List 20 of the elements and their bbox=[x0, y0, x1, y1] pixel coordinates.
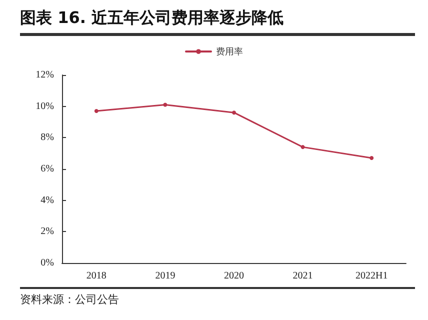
x-tick-label: 2020 bbox=[224, 270, 244, 282]
x-tick-label: 2018 bbox=[86, 270, 106, 282]
y-tick-label: 10% bbox=[36, 100, 54, 112]
point bbox=[370, 156, 374, 160]
y-tick-label: 8% bbox=[40, 132, 54, 144]
point bbox=[94, 109, 98, 114]
x-tick-label: 2021 bbox=[292, 270, 313, 282]
point bbox=[300, 145, 305, 150]
point bbox=[163, 102, 168, 107]
y-tick-label: 2% bbox=[40, 226, 54, 238]
x-tick-label: 2022H1 bbox=[355, 270, 388, 282]
legend-label: 费用率 bbox=[216, 46, 243, 56]
x-tick-label: 2019 bbox=[155, 270, 176, 282]
chart-title: 图表 16. 近五年公司费用率逐步降低 bbox=[20, 8, 415, 36]
text: 资料来源：公司公告 bbox=[20, 287, 415, 307]
y-tick-label: 0% bbox=[40, 258, 54, 268]
y-tick-label: 4% bbox=[40, 194, 54, 206]
y-tick-label: 12% bbox=[36, 70, 54, 80]
point bbox=[232, 110, 236, 115]
y-tick-label: 6% bbox=[40, 164, 54, 174]
